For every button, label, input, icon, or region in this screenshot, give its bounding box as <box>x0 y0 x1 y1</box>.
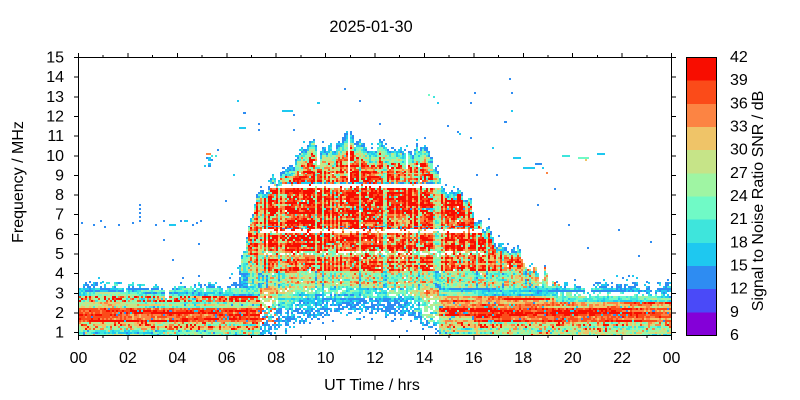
svg-text:2: 2 <box>55 305 64 322</box>
svg-text:00: 00 <box>70 350 88 367</box>
svg-text:27: 27 <box>730 165 748 182</box>
svg-text:22: 22 <box>613 350 631 367</box>
svg-text:2025-01-30: 2025-01-30 <box>329 18 412 36</box>
svg-text:39: 39 <box>730 72 748 89</box>
svg-text:4: 4 <box>55 266 64 283</box>
svg-text:30: 30 <box>730 142 748 159</box>
svg-text:6: 6 <box>730 327 739 344</box>
svg-text:33: 33 <box>730 119 748 136</box>
svg-text:10: 10 <box>46 148 64 165</box>
svg-text:18: 18 <box>730 234 748 251</box>
svg-text:7: 7 <box>55 207 64 224</box>
svg-text:15: 15 <box>46 50 64 67</box>
svg-text:3: 3 <box>55 285 64 302</box>
svg-text:8: 8 <box>55 187 64 204</box>
svg-text:06: 06 <box>218 350 236 367</box>
svg-text:12: 12 <box>730 281 748 298</box>
svg-text:1: 1 <box>55 325 64 342</box>
svg-text:14: 14 <box>46 69 64 86</box>
svg-text:24: 24 <box>730 188 748 205</box>
svg-text:5: 5 <box>55 246 64 263</box>
svg-text:12: 12 <box>366 350 384 367</box>
svg-text:42: 42 <box>730 49 748 66</box>
svg-text:15: 15 <box>730 258 748 275</box>
svg-text:Frequency / MHz: Frequency / MHz <box>10 121 27 243</box>
svg-text:13: 13 <box>46 89 64 106</box>
svg-text:Signal to Noise Ratio SNR / dB: Signal to Noise Ratio SNR / dB <box>750 91 767 312</box>
svg-text:14: 14 <box>416 350 434 367</box>
svg-text:08: 08 <box>267 350 285 367</box>
svg-text:36: 36 <box>730 95 748 112</box>
svg-text:18: 18 <box>514 350 532 367</box>
svg-text:10: 10 <box>317 350 335 367</box>
svg-text:12: 12 <box>46 109 64 126</box>
svg-text:9: 9 <box>55 167 64 184</box>
svg-text:16: 16 <box>465 350 483 367</box>
svg-text:UT Time / hrs: UT Time / hrs <box>324 377 420 394</box>
svg-text:02: 02 <box>119 350 137 367</box>
svg-text:21: 21 <box>730 211 748 228</box>
svg-text:6: 6 <box>55 226 64 243</box>
svg-text:9: 9 <box>730 304 739 321</box>
svg-text:20: 20 <box>564 350 582 367</box>
svg-text:00: 00 <box>663 350 681 367</box>
svg-text:04: 04 <box>168 350 186 367</box>
svg-text:11: 11 <box>47 128 64 145</box>
